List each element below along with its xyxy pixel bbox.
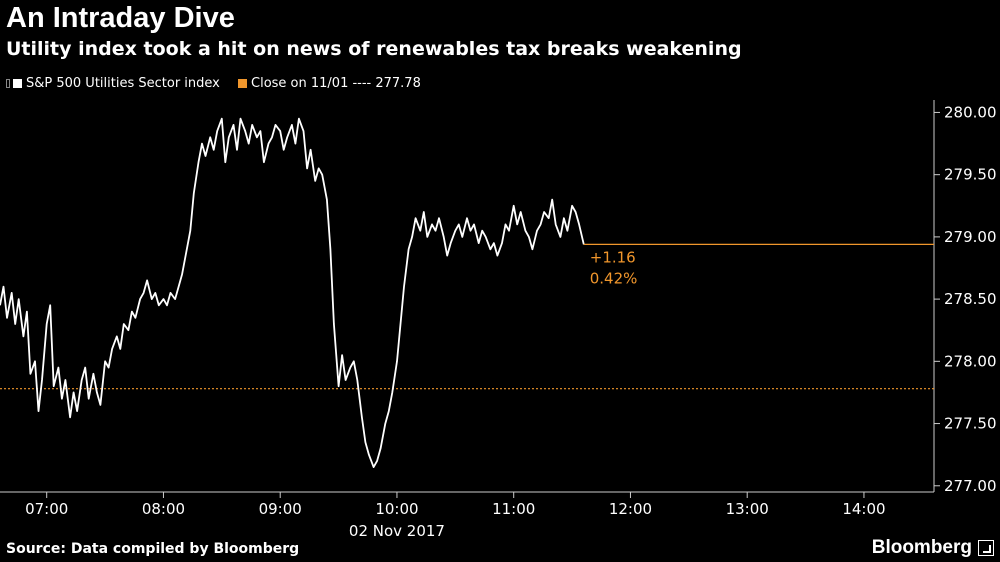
change-annotation: +1.16 [590,248,636,266]
y-tick-label: 279.50 [944,166,997,184]
legend: S&P 500 Utilities Sector index Close on … [6,76,435,92]
legend-swatch-close [238,79,247,88]
y-tick-label: 277.00 [944,477,997,495]
x-axis-label: 02 Nov 2017 [349,522,445,540]
y-tick-label: 279.00 [944,228,997,246]
y-tick-label: 280.00 [944,103,997,121]
chart-title: An Intraday Dive [6,2,235,34]
pin-icon [6,79,10,88]
x-tick-label: 12:00 [609,500,652,518]
x-tick-label: 07:00 [25,500,68,518]
x-tick-label: 14:00 [842,500,885,518]
x-tick-label: 10:00 [375,500,418,518]
expand-icon[interactable] [978,540,994,556]
legend-item-close: Close on 11/01 ---- 277.78 [238,76,421,91]
x-tick-label: 11:00 [492,500,535,518]
legend-item-index: S&P 500 Utilities Sector index [6,76,220,91]
legend-swatch-index [13,79,22,88]
brand-logo: Bloomberg [871,537,972,558]
x-tick-label: 09:00 [259,500,302,518]
series-line-index [0,117,585,469]
x-tick-label: 08:00 [142,500,185,518]
x-tick-label: 13:00 [726,500,769,518]
y-tick-label: 277.50 [944,415,997,433]
source-note: Source: Data compiled by Bloomberg [6,541,300,557]
y-tick-label: 278.00 [944,352,997,370]
percent-annotation: 0.42% [590,269,638,287]
legend-label-close: Close on 11/01 ---- 277.78 [251,76,421,91]
chart-subtitle: Utility index took a hit on news of rene… [6,38,742,60]
legend-label-index: S&P 500 Utilities Sector index [26,76,220,91]
y-tick-label: 278.50 [944,290,997,308]
